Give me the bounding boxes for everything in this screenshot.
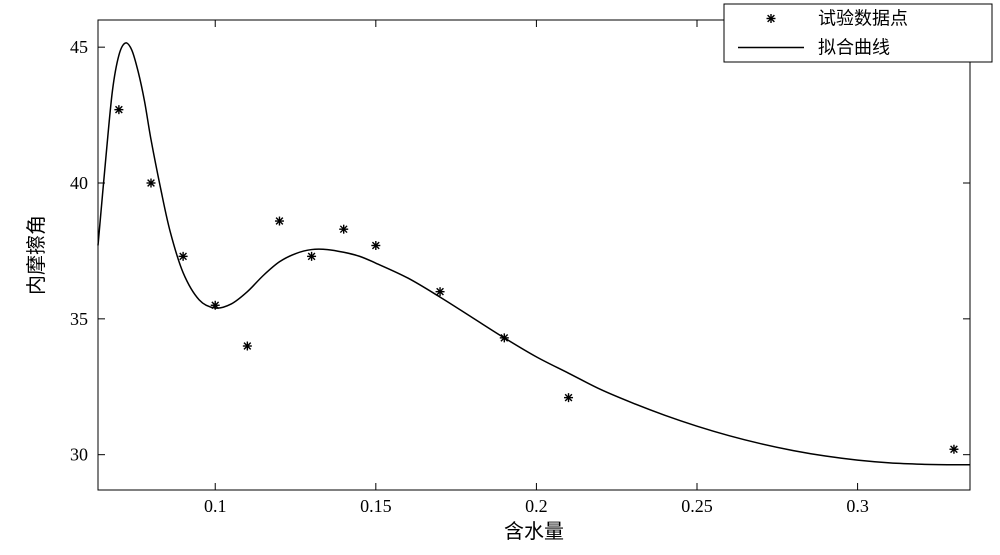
y-axis-label: 内摩擦角 xyxy=(25,215,48,295)
x-tick-label: 0.1 xyxy=(204,496,227,516)
chart-svg: 0.1 0.15 0.2 0.25 0.3 30 35 40 45 含水量 内摩擦角 试验数据点拟合曲… xyxy=(0,0,1000,555)
fitted-curve xyxy=(98,43,970,465)
y-tick-label: 45 xyxy=(70,37,88,57)
x-tick-label: 0.2 xyxy=(525,496,548,516)
data-point xyxy=(339,225,348,234)
data-point xyxy=(275,217,284,226)
legend-marker-icon xyxy=(767,14,776,23)
data-point xyxy=(500,333,509,342)
y-tick-label: 40 xyxy=(70,173,88,193)
legend-label: 试验数据点 xyxy=(818,9,908,29)
y-tick-label: 30 xyxy=(70,445,88,465)
data-point xyxy=(307,252,316,261)
x-tick-label: 0.3 xyxy=(846,496,869,516)
y-tick-label: 35 xyxy=(70,309,88,329)
chart-container: 0.1 0.15 0.2 0.25 0.3 30 35 40 45 含水量 内摩擦角 试验数据点拟合曲… xyxy=(0,0,1000,555)
data-point xyxy=(371,241,380,250)
legend-label: 拟合曲线 xyxy=(818,38,890,58)
legend: 试验数据点拟合曲线 xyxy=(724,4,992,62)
data-point xyxy=(114,105,123,114)
x-tick-label: 0.25 xyxy=(681,496,713,516)
data-point xyxy=(949,445,958,454)
x-tick-label: 0.15 xyxy=(360,496,392,516)
plot-border xyxy=(98,20,970,490)
data-point xyxy=(436,287,445,296)
data-point xyxy=(179,252,188,261)
x-axis-label: 含水量 xyxy=(504,520,564,543)
data-point xyxy=(564,393,573,402)
data-point xyxy=(211,301,220,310)
data-point xyxy=(243,342,252,351)
data-point xyxy=(146,179,155,188)
